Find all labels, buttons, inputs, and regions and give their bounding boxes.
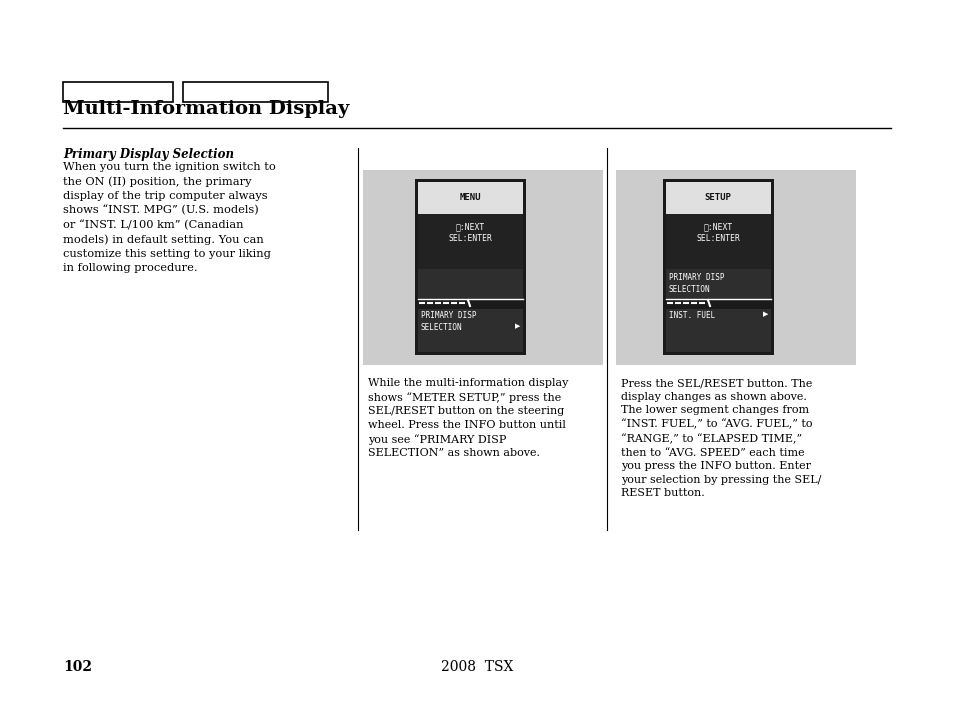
Text: Press the SEL/RESET button. The
display changes as shown above.
The lower segmen: Press the SEL/RESET button. The display …	[620, 378, 821, 498]
Bar	[665, 214, 770, 269]
Bar	[665, 269, 770, 299]
Bar	[616, 170, 855, 365]
Text: INST. FUEL: INST. FUEL	[668, 311, 715, 320]
Text: SELECTION: SELECTION	[420, 323, 462, 332]
Text: ▶: ▶	[762, 311, 767, 317]
Text: SELECTION: SELECTION	[668, 285, 710, 294]
Bar	[183, 82, 328, 102]
Text: ⓘ:NEXT: ⓘ:NEXT	[455, 222, 484, 231]
Text: MENU: MENU	[458, 194, 480, 202]
Bar	[417, 269, 522, 299]
Text: ⓘ:NEXT: ⓘ:NEXT	[702, 222, 732, 231]
Text: SEL:ENTER: SEL:ENTER	[696, 234, 740, 243]
Bar	[417, 214, 522, 269]
Text: SETUP: SETUP	[704, 194, 731, 202]
Bar	[417, 182, 522, 214]
Text: SEL:ENTER: SEL:ENTER	[448, 234, 492, 243]
Text: 102: 102	[63, 660, 91, 674]
Text: Primary Display Selection: Primary Display Selection	[63, 148, 233, 161]
Bar	[665, 182, 770, 214]
Text: PRIMARY DISP: PRIMARY DISP	[668, 273, 723, 282]
Bar	[665, 309, 770, 352]
Text: PRIMARY DISP: PRIMARY DISP	[420, 311, 476, 320]
Text: When you turn the ignition switch to
the ON (II) position, the primary
display o: When you turn the ignition switch to the…	[63, 162, 275, 273]
Bar	[415, 179, 525, 355]
Text: 2008  TSX: 2008 TSX	[440, 660, 513, 674]
Text: While the multi-information display
shows “METER SETUP,” press the
SEL/RESET but: While the multi-information display show…	[368, 378, 568, 458]
Text: ▶: ▶	[515, 323, 519, 329]
Bar	[63, 82, 172, 102]
Bar	[662, 179, 773, 355]
Bar	[363, 170, 602, 365]
Bar	[417, 309, 522, 352]
Text: Multi-Information Display: Multi-Information Display	[63, 100, 349, 118]
